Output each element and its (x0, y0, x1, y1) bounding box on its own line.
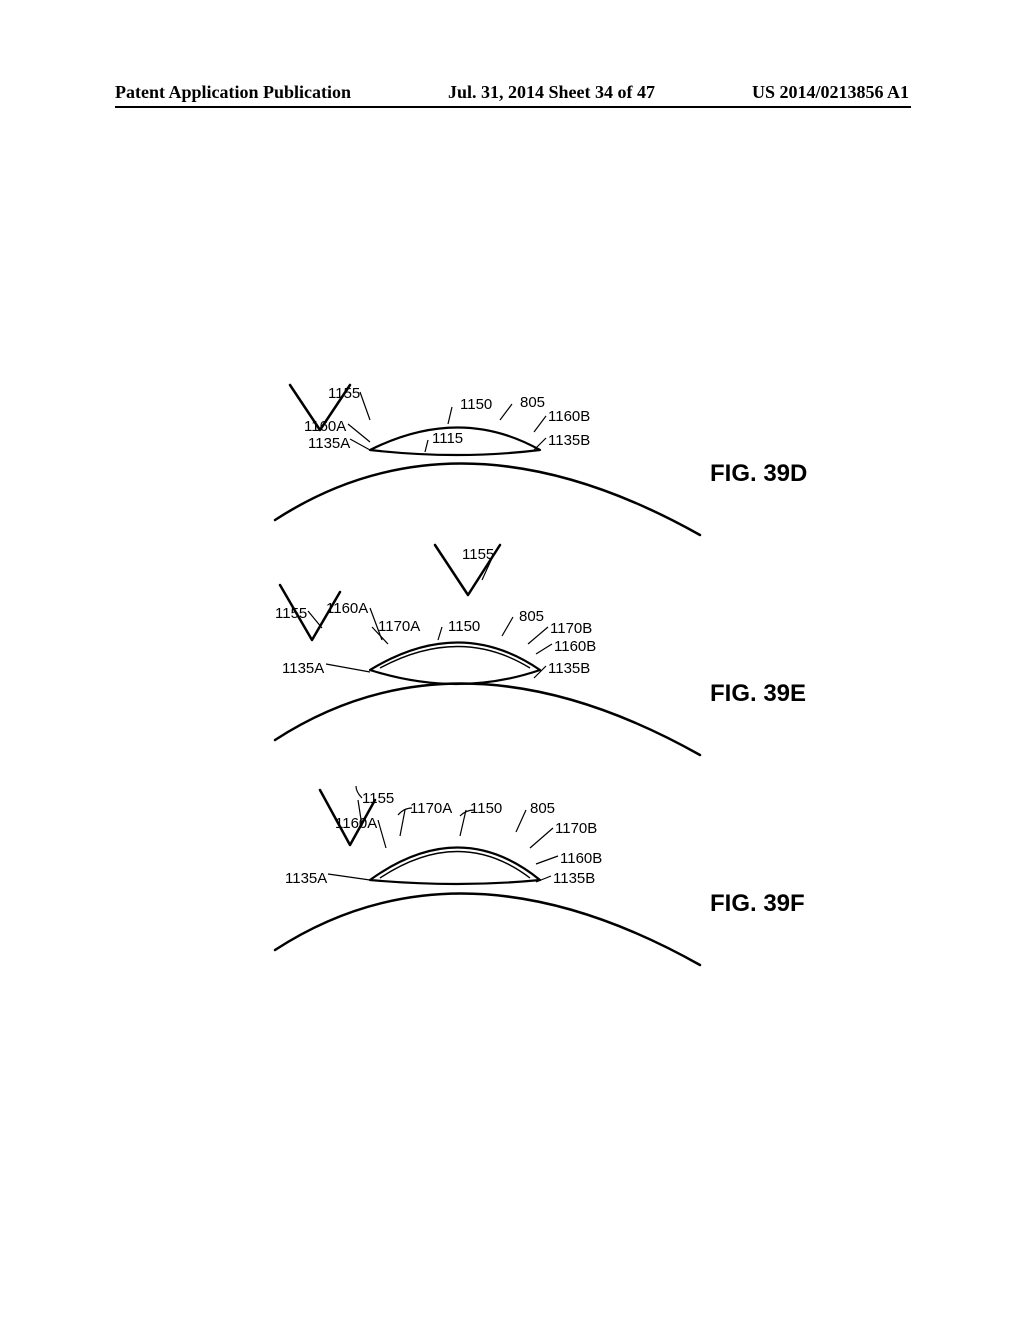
reference-label: 1160B (548, 408, 590, 425)
reference-label: 1170B (550, 620, 592, 637)
reference-label: 1160B (554, 638, 596, 655)
reference-label: 1170B (555, 820, 597, 837)
reference-label: 1160A (335, 815, 377, 832)
reference-label: 1150 (448, 618, 480, 635)
reference-label: 1115 (432, 430, 463, 447)
reference-label: 1160A (304, 418, 346, 435)
drawing-svg (0, 0, 1024, 1320)
reference-label: 1150 (460, 396, 492, 413)
reference-label: 1135A (308, 435, 350, 452)
reference-label: 1170A (410, 800, 452, 817)
reference-label: 1155 (462, 546, 494, 563)
reference-label: 1155 (362, 790, 394, 807)
reference-label: 1155 (275, 605, 307, 622)
reference-label: 805 (519, 608, 544, 625)
reference-label: 1150 (470, 800, 502, 817)
reference-label: 805 (530, 800, 555, 817)
figure-caption: FIG. 39D (710, 460, 807, 488)
reference-label: 1155 (328, 385, 360, 402)
reference-label: 1135A (282, 660, 324, 677)
reference-label: 1160B (560, 850, 602, 867)
reference-label: 1135B (553, 870, 595, 887)
reference-label: 1135A (285, 870, 327, 887)
figure-caption: FIG. 39F (710, 890, 805, 918)
reference-label: 1160A (326, 600, 368, 617)
reference-label: 1170A (378, 618, 420, 635)
reference-label: 1135B (548, 432, 590, 449)
page: Patent Application Publication Jul. 31, … (0, 0, 1024, 1320)
reference-label: 805 (520, 394, 545, 411)
reference-label: 1135B (548, 660, 590, 677)
figure-caption: FIG. 39E (710, 680, 806, 708)
